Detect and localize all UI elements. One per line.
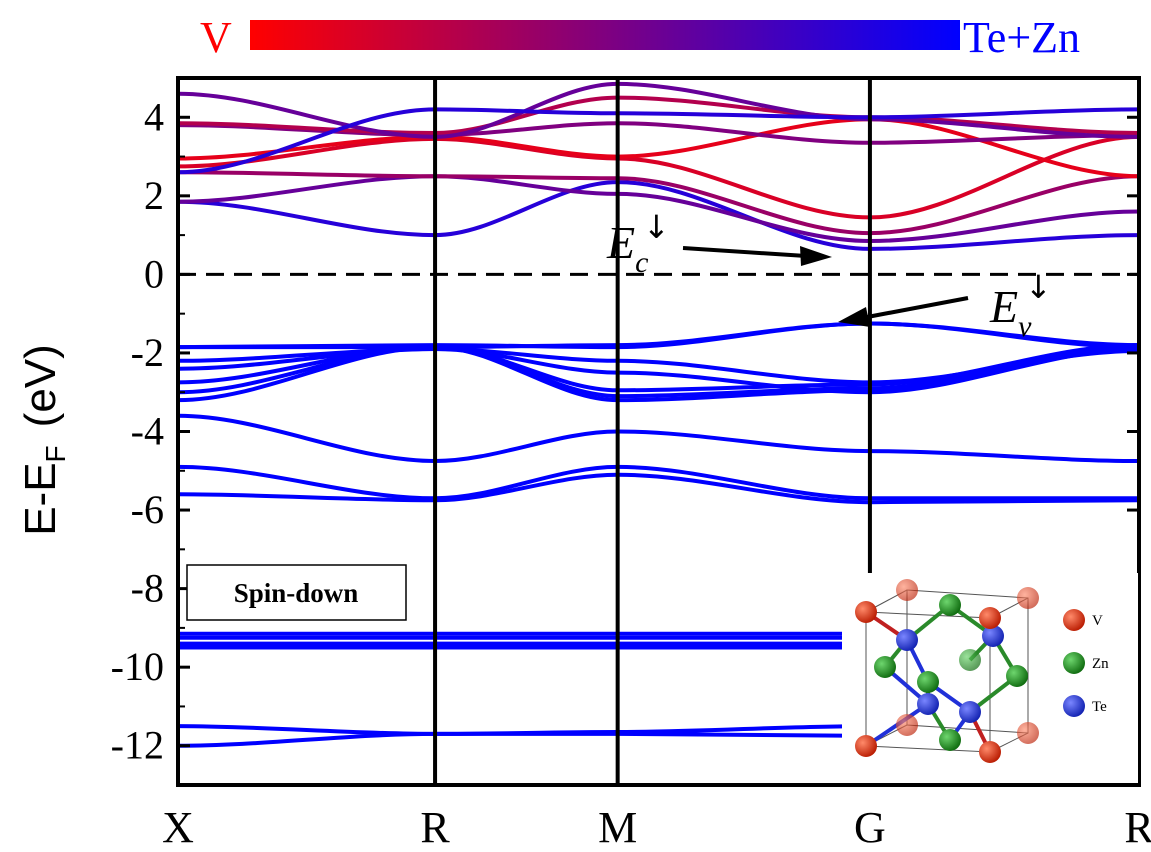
band-line-6 [178, 472, 1139, 505]
kpoint-label-2: M [598, 803, 637, 852]
colorbar-right-label: Te+Zn [963, 13, 1080, 62]
inset-legend-swatch-1 [1063, 652, 1085, 674]
panel-label-box: Spin-down [186, 564, 407, 621]
annotation-ec: Ec ↓ [606, 208, 832, 279]
inset-legend-swatch-2 [1063, 695, 1085, 717]
ev-sup: ↓ [1025, 268, 1052, 306]
band-line-8 [178, 413, 1139, 463]
ec-arrow-head [800, 246, 832, 266]
band-line-20 [178, 117, 1139, 179]
kpoint-label-4: R [1124, 803, 1151, 852]
ec-sup: ↓ [643, 208, 670, 246]
band-line-7 [178, 464, 1139, 501]
ec-sub: c [635, 246, 648, 279]
colorbar-gradient [250, 20, 960, 50]
svg-text:Ec: Ec [606, 217, 648, 279]
ytick-label-2: 0 [144, 251, 164, 296]
ylabel-unit: (eV) [16, 344, 65, 427]
y-ticks: 4 2 0 -2 -4 -6 -8 -10 -12 [111, 77, 1139, 786]
svg-text:E-EF(eV): E-EF (eV) [16, 344, 71, 536]
svg-text:Ev: Ev [989, 281, 1032, 343]
ytick-label-3: -2 [131, 330, 164, 375]
ylabel-main: E-E [16, 462, 65, 535]
ytick-label-8: -12 [111, 723, 164, 768]
ev-arrow-head [838, 307, 870, 327]
inset-legend-label-2: Te [1092, 699, 1107, 715]
crystal-inset: V Zn Te [842, 573, 1138, 783]
ec-arrow-shaft [682, 246, 807, 258]
ylabel-sub: F [40, 445, 71, 462]
colorbar: V Te+Zn [200, 13, 1080, 62]
inset-legend: V Zn Te [1063, 609, 1109, 717]
ytick-label-1: 2 [144, 173, 164, 218]
ytick-label-0: 4 [144, 94, 164, 139]
inset-legend-label-1: Zn [1092, 656, 1109, 672]
ytick-label-5: -6 [131, 487, 164, 532]
y-axis-label: E-EF (eV) [16, 344, 71, 536]
inset-legend-swatch-0 [1063, 609, 1085, 631]
kpoint-label-0: X [162, 803, 194, 852]
panel-label: Spin-down [234, 578, 359, 608]
ev-sub: v [1018, 310, 1032, 343]
ec-main: E [606, 217, 635, 268]
ytick-label-7: -10 [111, 644, 164, 689]
band-line-18 [178, 170, 1139, 236]
atoms [855, 579, 1039, 763]
band-line-17 [178, 174, 1139, 243]
ev-main: E [989, 281, 1018, 332]
band-line-19 [178, 134, 1139, 220]
annotation-ev: Ev ↓ [838, 268, 1052, 343]
kpoint-label-3: G [854, 803, 886, 852]
kpoint-label-1: R [420, 803, 450, 852]
ytick-label-4: -4 [131, 409, 164, 454]
ev-arrow-shaft [861, 296, 969, 320]
ytick-label-6: -8 [131, 566, 164, 611]
colorbar-left-label: V [200, 13, 232, 62]
inset-legend-label-0: V [1092, 613, 1103, 629]
